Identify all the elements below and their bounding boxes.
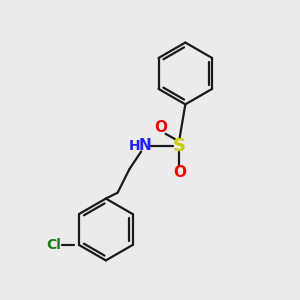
Text: S: S bbox=[173, 136, 186, 154]
Text: N: N bbox=[139, 138, 152, 153]
Text: H: H bbox=[129, 139, 140, 153]
Text: O: O bbox=[173, 165, 186, 180]
Text: O: O bbox=[154, 120, 167, 135]
Text: Cl: Cl bbox=[46, 238, 62, 252]
